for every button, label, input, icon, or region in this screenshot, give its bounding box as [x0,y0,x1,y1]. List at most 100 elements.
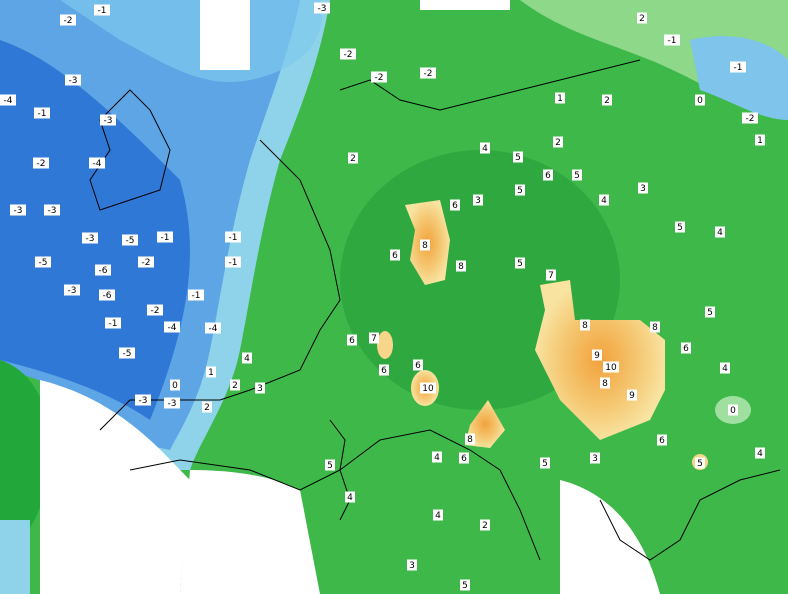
value-label: 0 [697,96,703,106]
label-box [420,239,430,251]
label-box [10,204,26,216]
value-label: 2 [604,96,610,106]
value-label: -5 [126,236,135,246]
value-label: 6 [381,366,387,376]
value-label: 7 [371,334,377,344]
value-label: -1 [734,63,743,73]
label-box [33,157,49,169]
value-label: 5 [462,581,468,591]
value-label: 4 [757,449,763,459]
label-box [695,457,705,469]
label-box [44,204,60,216]
label-box [705,306,715,318]
value-label: 0 [172,381,178,391]
label-box [371,71,387,83]
value-label: -4 [4,96,13,106]
value-label: -2 [64,16,73,26]
value-label: -1 [229,233,238,243]
value-label: -1 [192,291,201,301]
label-box [600,377,610,389]
label-box [202,401,212,413]
label-box [65,74,81,86]
label-box [473,194,483,206]
coastline [339,59,641,111]
value-label: 5 [574,171,580,181]
label-box [590,452,600,464]
label-box [755,447,765,459]
coastline [329,419,351,521]
label-box [340,48,356,60]
label-box [599,194,609,206]
label-box [64,284,80,296]
cold-zone [0,40,190,420]
value-label: 3 [475,196,481,206]
label-box [147,304,163,316]
value-label: -2 [424,69,433,79]
label-box [515,184,525,196]
label-box [390,249,400,261]
value-label: 5 [707,308,713,318]
label-box [164,397,180,409]
value-label: -2 [142,258,151,268]
no-data-south-east [560,480,660,594]
label-box [379,364,389,376]
value-label: 4 [722,364,728,374]
value-label: 1 [557,94,563,104]
label-box [715,226,725,238]
coastline [599,469,781,561]
value-label: -3 [69,76,78,86]
label-box [657,434,667,446]
label-box [546,269,556,281]
cool-north-east [690,36,788,120]
value-label: 8 [652,323,658,333]
label-box [572,169,582,181]
coastline [129,429,541,561]
value-label: 6 [392,251,398,261]
label-box [420,67,436,79]
value-label: 3 [640,184,646,194]
value-label: -3 [104,116,113,126]
label-box [681,342,691,354]
value-label: -3 [86,234,95,244]
value-label: -1 [109,319,118,329]
value-label: 4 [435,511,441,521]
value-label: 7 [548,271,554,281]
value-label: 8 [602,379,608,389]
value-label: 3 [409,561,415,571]
label-box [675,221,685,233]
value-label: 1 [208,368,214,378]
label-box [170,379,180,391]
label-box [345,491,355,503]
label-box [35,256,51,268]
value-label: -2 [344,50,353,60]
label-box [637,12,647,24]
label-box [230,379,240,391]
value-label: -2 [375,73,384,83]
label-box [205,322,221,334]
value-label: 8 [458,262,464,272]
value-label: 4 [482,144,488,154]
label-box [188,289,204,301]
value-label: 2 [639,14,645,24]
value-label: 10 [605,363,617,373]
label-box [95,264,111,276]
label-box [242,352,252,364]
label-box [730,61,746,73]
value-label: 10 [422,384,434,394]
value-label: 2 [555,138,561,148]
label-box [728,404,738,416]
value-label: -6 [103,291,112,301]
green-west [0,360,50,560]
value-label: 5 [542,459,548,469]
value-label: 5 [517,186,523,196]
label-box [135,394,151,406]
value-label: -1 [38,109,47,119]
no-data-south [180,470,320,594]
value-label: 4 [244,354,250,364]
label-box [592,349,602,361]
label-box [325,459,335,471]
value-label: 9 [629,391,635,401]
label-box [99,289,115,301]
coastline [89,89,171,211]
value-label: 4 [434,453,440,463]
